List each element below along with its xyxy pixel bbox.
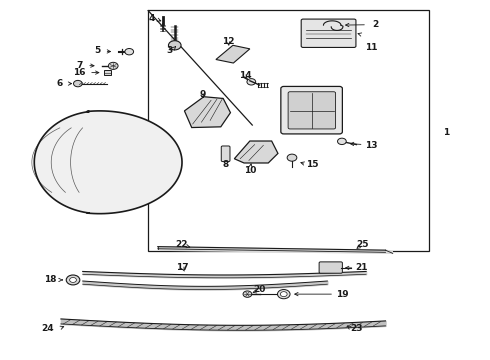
Text: 6: 6 <box>57 79 63 88</box>
Circle shape <box>108 62 118 69</box>
Text: 7: 7 <box>76 61 82 70</box>
Text: 23: 23 <box>351 324 363 333</box>
Circle shape <box>66 275 80 285</box>
Bar <box>103 71 111 75</box>
Text: 13: 13 <box>365 141 377 150</box>
Text: 10: 10 <box>244 166 256 175</box>
FancyBboxPatch shape <box>319 262 343 273</box>
Text: 5: 5 <box>95 46 101 55</box>
Text: 2: 2 <box>372 20 378 29</box>
Text: 16: 16 <box>73 68 86 77</box>
FancyBboxPatch shape <box>281 86 343 134</box>
Circle shape <box>287 154 297 161</box>
Text: 4: 4 <box>149 14 155 23</box>
Circle shape <box>243 291 252 297</box>
Circle shape <box>169 41 181 50</box>
Circle shape <box>277 289 290 299</box>
Text: 14: 14 <box>239 71 251 80</box>
Text: 24: 24 <box>42 324 54 333</box>
Text: 12: 12 <box>222 37 234 46</box>
Circle shape <box>338 138 346 145</box>
Text: 19: 19 <box>336 290 348 299</box>
Text: 1: 1 <box>443 128 449 137</box>
Text: 22: 22 <box>175 240 187 249</box>
Text: 21: 21 <box>355 264 368 273</box>
Text: 9: 9 <box>199 90 206 99</box>
Polygon shape <box>158 247 393 253</box>
Text: 18: 18 <box>44 275 56 284</box>
Text: 15: 15 <box>306 160 318 169</box>
Polygon shape <box>216 45 250 63</box>
Polygon shape <box>184 97 230 127</box>
Polygon shape <box>234 141 278 163</box>
Text: 20: 20 <box>253 285 266 294</box>
Polygon shape <box>34 111 182 214</box>
Text: 8: 8 <box>222 159 229 168</box>
Circle shape <box>70 278 76 283</box>
Text: 3: 3 <box>167 46 173 55</box>
Bar <box>148 10 429 251</box>
Text: 11: 11 <box>365 42 377 51</box>
Circle shape <box>125 49 134 55</box>
Text: 17: 17 <box>176 263 188 272</box>
Circle shape <box>247 78 256 85</box>
Circle shape <box>280 292 287 297</box>
FancyBboxPatch shape <box>288 92 336 129</box>
Circle shape <box>74 80 82 87</box>
FancyBboxPatch shape <box>301 19 356 48</box>
Text: 25: 25 <box>356 240 368 249</box>
FancyBboxPatch shape <box>221 146 230 162</box>
